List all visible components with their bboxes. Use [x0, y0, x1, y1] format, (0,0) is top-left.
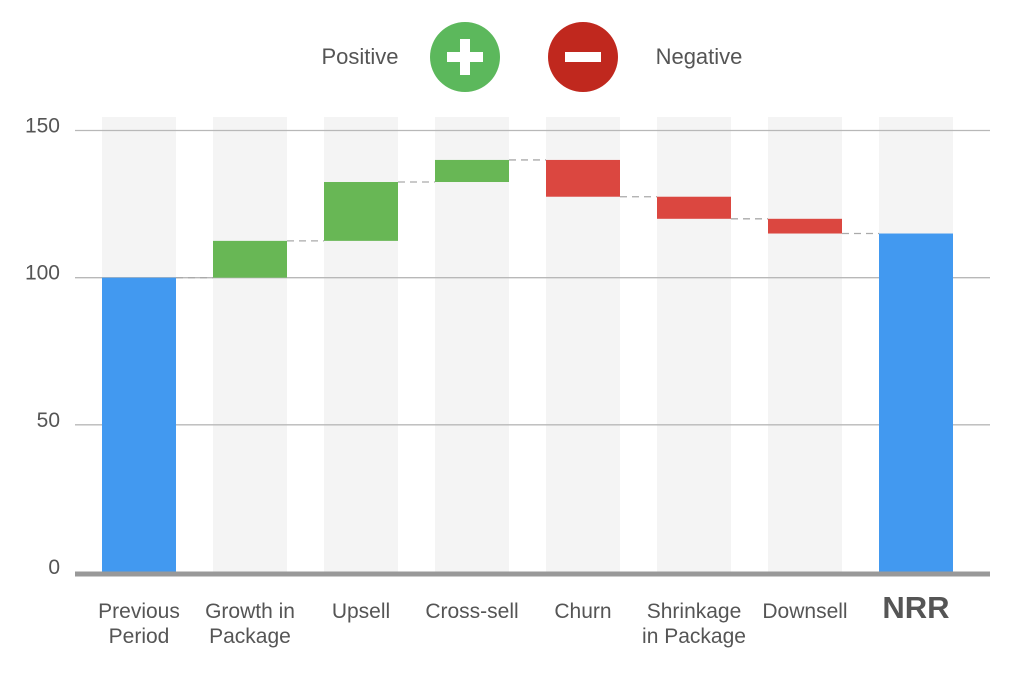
bar-downsell — [768, 218, 842, 234]
bar-shrinkage-in-package — [657, 196, 731, 219]
y-tick-label: 100 — [25, 262, 60, 285]
bar-upsell — [324, 182, 398, 241]
column-background — [435, 117, 509, 572]
y-tick-label: 50 — [37, 409, 60, 432]
x-tick-label: Upsell — [332, 600, 390, 623]
legend-negative-label: Negative — [656, 44, 743, 69]
plus-circle-icon — [430, 22, 500, 92]
column-background — [213, 117, 287, 572]
x-tick-label: Churn — [554, 600, 611, 623]
x-tick-label: Shrinkage in Package — [642, 600, 746, 648]
x-tick-label: Downsell — [762, 600, 847, 623]
y-tick-label: 150 — [25, 115, 60, 138]
bar-growth-in-package — [213, 240, 287, 278]
bar-nrr — [879, 233, 953, 572]
x-tick-label: Cross-sell — [425, 600, 518, 623]
column-background — [768, 117, 842, 572]
legend-positive-label: Positive — [321, 44, 398, 69]
y-tick-label: 0 — [48, 556, 60, 579]
minus-circle-icon — [548, 22, 618, 92]
x-tick-label: Previous Period — [98, 600, 180, 648]
legend: Positive Negative — [321, 22, 742, 92]
x-tick-label: Growth in Package — [205, 600, 295, 648]
column-background — [657, 117, 731, 572]
bar-cross-sell — [435, 159, 509, 183]
x-tick-label: NRR — [882, 590, 949, 625]
bar-previous-period — [102, 277, 176, 572]
bar-churn — [546, 159, 620, 197]
